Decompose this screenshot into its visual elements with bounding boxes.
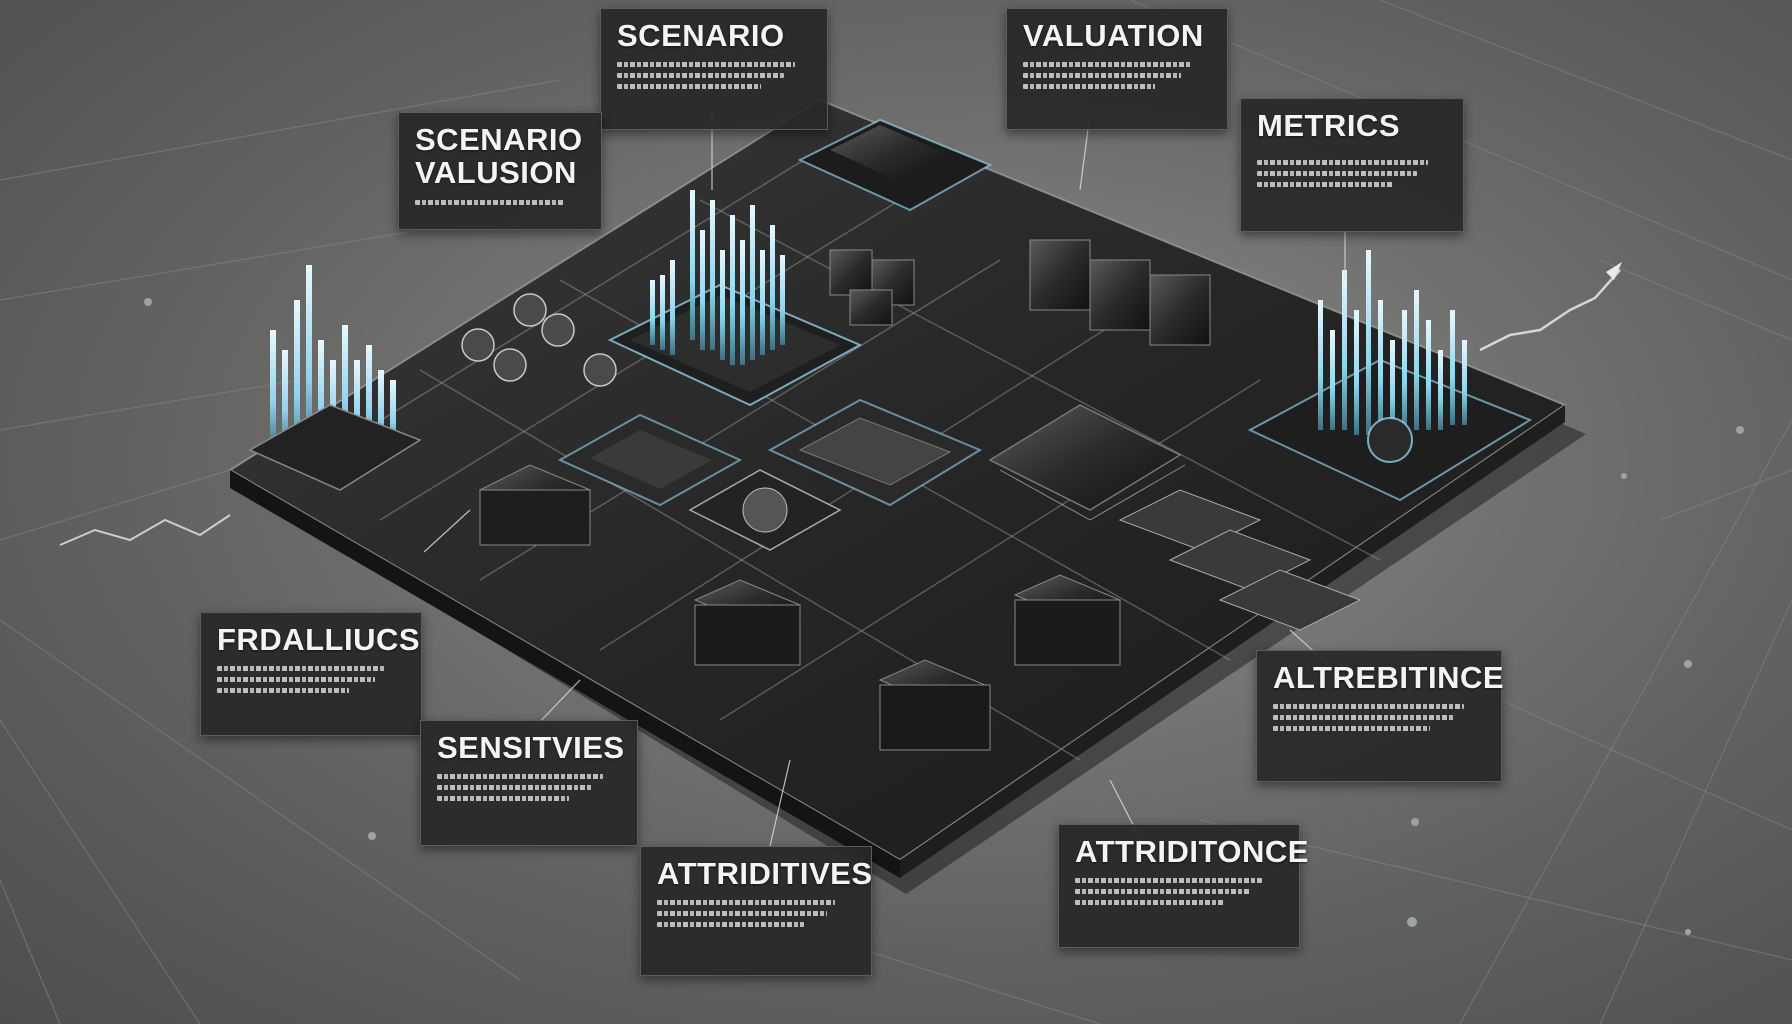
label-card-metrics: METRICS [1240, 98, 1464, 232]
chip-block-bottom [878, 659, 991, 751]
chip-center-small [767, 398, 983, 507]
chip-block-left [478, 464, 592, 546]
knobs [461, 293, 617, 387]
label-title: ALTREBITINCE [1273, 660, 1505, 695]
label-title: SCENARIO VALUSION [415, 123, 585, 190]
left-chart-base [248, 404, 422, 491]
board-edge-right [900, 405, 1565, 878]
illegible-description [1023, 62, 1211, 90]
label-card-attriditonce: ATTRIDITONCE [1058, 824, 1309, 948]
label-card-scenario-valuation: SCENARIO VALUSION [398, 112, 602, 230]
label-card-altrebitince: ALTREBITINCE [1256, 650, 1505, 782]
illegible-description [1075, 878, 1283, 906]
chip-cubes-top-right [1029, 239, 1211, 346]
label-title-line-1: SCENARIO [415, 122, 583, 157]
label-title: SENSITVIES [437, 730, 625, 765]
chip-cubes-center [829, 249, 915, 326]
label-card-scenario-top: SCENARIO [600, 8, 828, 130]
illegible-description [657, 900, 855, 928]
label-card-attriditives: ATTRIDITIVES [640, 846, 872, 976]
right-bar-chart [1318, 250, 1467, 435]
label-card-sensitvies: SENSITVIES [420, 720, 638, 846]
label-card-frdalliucs: FRDALLIUCS [200, 612, 422, 736]
right-sensor-icon [1367, 417, 1413, 463]
chip-square-left [557, 413, 743, 507]
label-title: SCENARIO [617, 18, 785, 53]
label-leader-lines [423, 113, 1346, 851]
chip-processor [988, 404, 1186, 521]
label-title: FRDALLIUCS [217, 622, 421, 657]
chip-dial [688, 469, 842, 551]
label-title: ATTRIDITIVES [657, 856, 873, 891]
illegible-description [415, 199, 585, 205]
board-edge [230, 470, 900, 878]
keypad-bottom-right [1118, 489, 1362, 631]
illegible-description [1273, 704, 1485, 732]
center-bar-chart [650, 190, 785, 365]
illegible-description [617, 62, 811, 90]
right-trend-line [1479, 269, 1621, 352]
label-title: ATTRIDITONCE [1075, 834, 1309, 869]
label-title-line-2: VALUSION [415, 155, 577, 191]
label-title: METRICS [1257, 108, 1400, 143]
label-title: VALUATION [1023, 18, 1204, 53]
chip-block-right [1013, 574, 1122, 666]
label-card-valuation-top: VALUATION [1006, 8, 1228, 130]
left-trend-line [59, 514, 231, 546]
chip-top-stack [797, 118, 993, 212]
illegible-description [1257, 160, 1447, 188]
trend-arrow-icon [1606, 262, 1622, 280]
illegible-description [437, 774, 621, 802]
illegible-description [217, 666, 405, 694]
chip-block-center [693, 579, 802, 666]
left-bar-chart [270, 265, 396, 460]
